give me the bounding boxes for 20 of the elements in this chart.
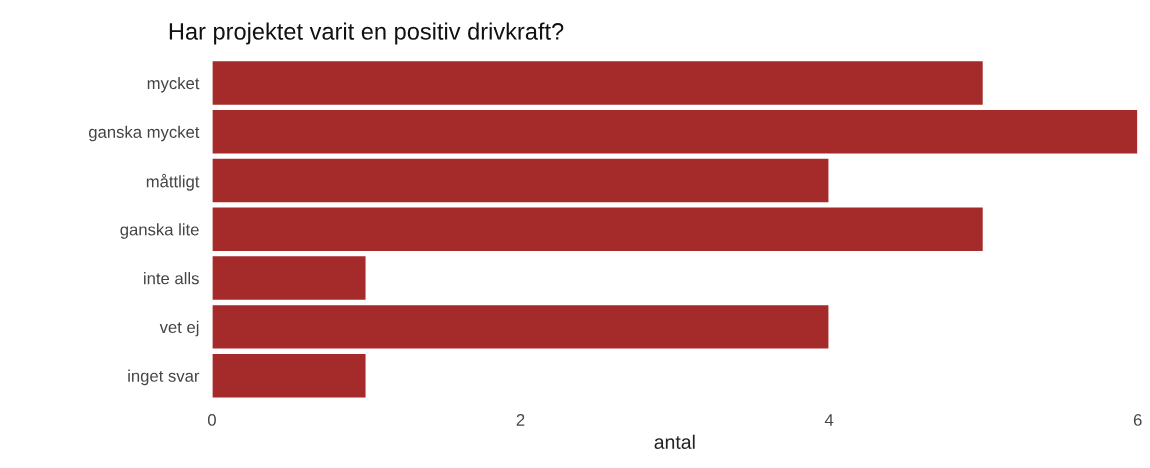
y-tick-label: ganska lite <box>120 223 199 239</box>
bar <box>211 254 367 302</box>
y-tick-label: måttligt <box>146 173 200 191</box>
bar <box>211 206 985 253</box>
y-tick-label: mycket <box>147 76 200 93</box>
x-tick-label: 6 <box>1133 414 1142 426</box>
bar <box>211 59 985 107</box>
y-tick-label: inget svar <box>128 369 200 386</box>
y-tick-label: ganska mycket <box>88 125 200 142</box>
x-axis-title: antal <box>654 434 695 449</box>
chart-title: Har projektet varit en positiv drivkraft? <box>169 22 564 45</box>
bar <box>211 108 1138 155</box>
y-tick-label: vet ej <box>159 320 199 337</box>
y-tick-label: inte alls <box>144 272 199 285</box>
bar <box>211 303 830 351</box>
x-tick-label: 2 <box>516 414 525 426</box>
bar <box>211 157 830 204</box>
x-tick-label: 0 <box>207 414 216 426</box>
bar <box>211 352 367 399</box>
x-tick-label: 4 <box>824 414 834 426</box>
